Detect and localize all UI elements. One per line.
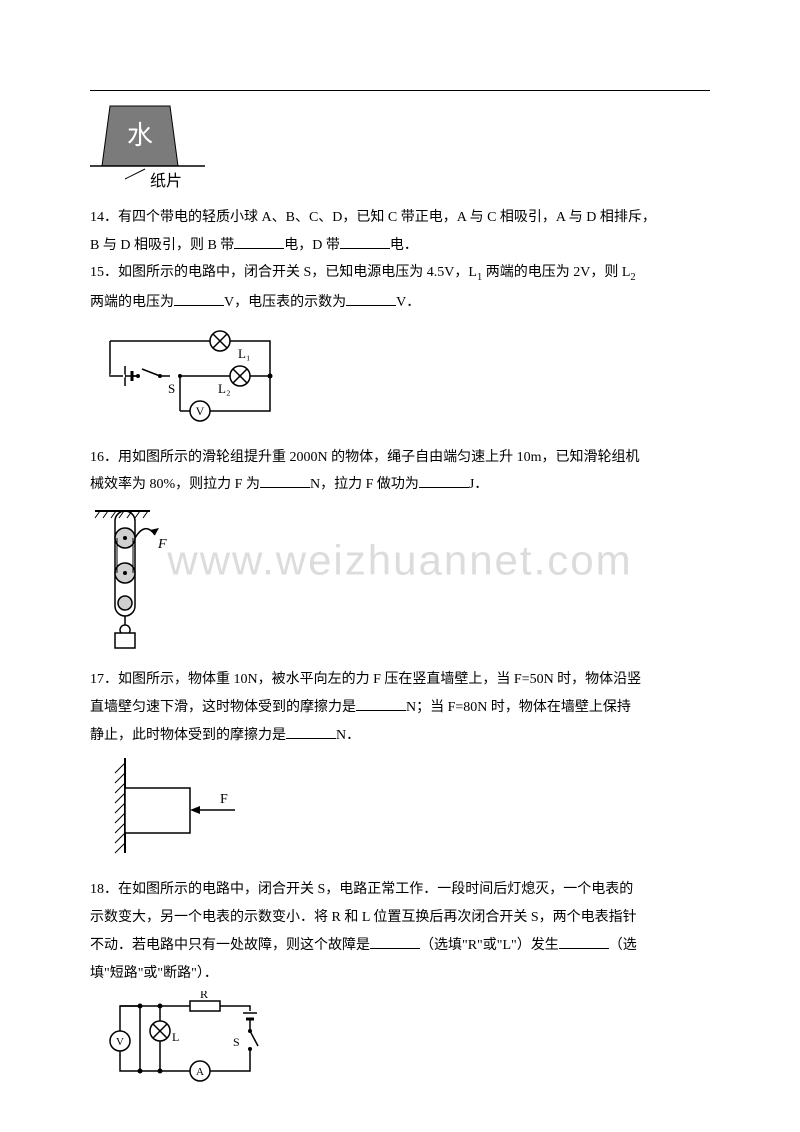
- svg-text:V: V: [116, 1036, 124, 1048]
- svg-text:F: F: [157, 537, 167, 552]
- page-content: 水 纸片 14．有四个带电的轻质小球 A、B、C、D，已知 C 带正电，A 与 …: [90, 101, 710, 1100]
- q17-line2: 直墙壁匀速下滑，这时物体受到的摩擦力是N；当 F=80N 时，物体在墙壁上保持: [90, 696, 710, 720]
- svg-text:R: R: [200, 991, 208, 1001]
- svg-text:V: V: [196, 404, 205, 418]
- svg-text:L: L: [172, 1030, 179, 1044]
- fig-q15: L₁ L₂ S V: [90, 321, 710, 440]
- q18-line1: 18．在如图所示的电路中，闭合开关 S，电路正常工作．一段时间后灯熄灭，一个电表…: [90, 878, 710, 902]
- water-char: 水: [127, 121, 153, 150]
- svg-text:S: S: [168, 381, 175, 396]
- top-rule: [90, 90, 710, 91]
- q17-line3: 静止，此时物体受到的摩擦力是N．: [90, 724, 710, 748]
- q15-line2: 两端的电压为V，电压表的示数为V．: [90, 291, 710, 315]
- svg-text:A: A: [196, 1066, 204, 1078]
- q18-line4: 填"短路"或"断路"）．: [90, 962, 710, 986]
- svg-text:L₂: L₂: [218, 381, 230, 396]
- svg-text:L₁: L₁: [238, 346, 250, 361]
- svg-text:F: F: [220, 792, 228, 807]
- q17-line1: 17．如图所示，物体重 10N，被水平向左的力 F 压在竖直墙壁上，当 F=50…: [90, 668, 710, 692]
- q14-line1: 14．有四个带电的轻质小球 A、B、C、D，已知 C 带正电，A 与 C 相吸引…: [90, 206, 710, 230]
- q16-line2: 械效率为 80%，则拉力 F 为N，拉力 F 做功为J．: [90, 473, 710, 497]
- q14-line2: B 与 D 相吸引，则 B 带电，D 带电．: [90, 234, 710, 258]
- fig-q16: F: [90, 503, 710, 662]
- svg-text:纸片: 纸片: [150, 172, 182, 190]
- q18-line2: 示数变大，另一个电表的示数变小．将 R 和 L 位置互换后再次闭合开关 S，两个…: [90, 906, 710, 930]
- fig-q18: R S A L: [90, 991, 710, 1100]
- q18-line3: 不动．若电路中只有一处故障，则这个故障是（选填"R"或"L"）发生（选: [90, 934, 710, 958]
- q15-line1: 15．如图所示的电路中，闭合开关 S，已知电源电压为 4.5V，L1 两端的电压…: [90, 261, 710, 287]
- q16-line1: 16．用如图所示的滑轮组提升重 2000N 的物体，绳子自由端匀速上升 10m，…: [90, 446, 710, 470]
- fig-q17: F: [90, 753, 710, 872]
- svg-text:S: S: [233, 1035, 240, 1049]
- fig-q13: 水 纸片: [90, 101, 710, 200]
